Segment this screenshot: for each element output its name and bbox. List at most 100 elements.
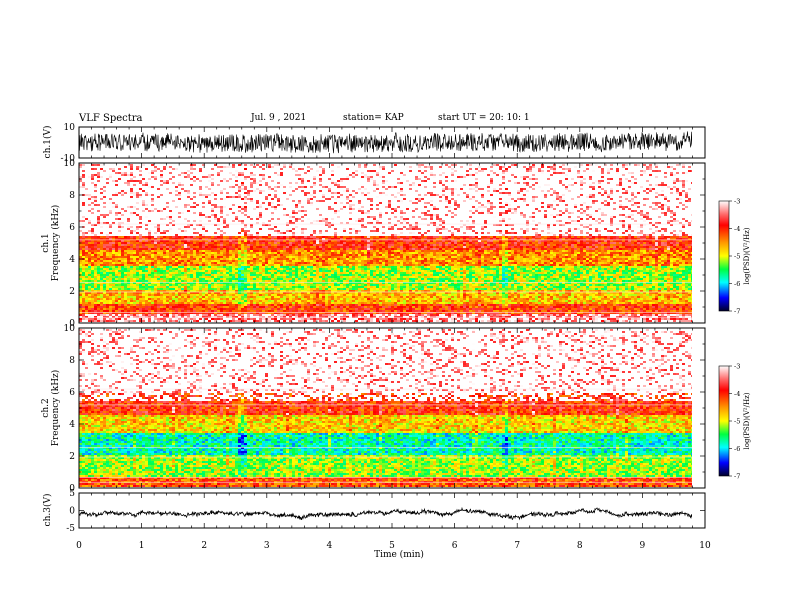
spectrogram-cell [244,258,247,260]
spectrogram-cell [232,200,235,202]
spectrogram-cell [109,200,112,202]
spectrogram-cell [202,252,205,254]
spectrogram-cell [196,242,199,244]
spectrogram-cell [151,248,154,250]
spectrogram-cell [130,298,133,300]
spectrogram-cell [133,274,136,276]
spectrogram-cell [82,182,85,184]
spectrogram-cell [181,266,184,268]
spectrogram-cell [133,168,136,170]
spectrogram-cell [238,174,241,176]
spectrogram-cell [127,282,130,284]
spectrogram-cell [220,300,223,302]
spectrogram-cell [184,186,187,188]
spectrogram-cell [190,290,193,292]
spectrogram-cell [211,288,214,290]
spectrogram-cell [184,252,187,254]
spectrogram-cell [268,184,271,186]
spectrogram-cell [124,170,127,172]
spectrogram-cell [97,226,100,228]
spectrogram-cell [250,170,253,172]
spectrogram-cell [244,174,247,176]
spectrogram-cell [154,174,157,176]
spectrogram-cell [142,288,145,290]
spectrogram-cell [223,246,226,248]
spectrogram-cell [223,224,226,226]
spectrogram-cell [166,178,169,180]
spectrogram-cell [163,298,166,300]
spectrogram-cell [223,234,226,236]
spectrogram-cell [241,312,244,314]
spectrogram-cell [259,190,262,192]
spectrogram-cell [229,224,232,226]
spectrogram-cell [142,214,145,216]
spectrogram-cell [148,212,151,214]
spectrogram-cell [256,270,259,272]
spectrogram-cell [169,214,172,216]
spectrogram-cell [193,230,196,232]
spectrogram-cell [247,198,250,200]
spectrogram-cell [139,288,142,290]
spectrogram-cell [190,190,193,192]
spectrogram-cell [124,174,127,176]
spectrogram-cell [133,238,136,240]
spectrogram-cell [256,312,259,314]
spectrogram-cell [220,184,223,186]
spectrogram-cell [256,260,259,262]
spectrogram-cell [226,166,229,168]
spectrogram-cell [118,200,121,202]
spectrogram-cell [106,200,109,202]
spectrogram-cell [259,196,262,198]
spectrogram-cell [178,312,181,314]
spectrogram-cell [121,270,124,272]
spectrogram-cell [151,244,154,246]
spectrogram-cell [145,246,148,248]
spectrogram-cell [175,208,178,210]
spectrogram-cell [241,190,244,192]
spectrogram-cell [214,170,217,172]
spectrogram-cell [88,314,91,316]
spectrogram-cell [127,174,130,176]
spectrogram-cell [244,308,247,310]
spectrogram-cell [139,314,142,316]
spectrogram-cell [208,234,211,236]
spectrogram-cell [130,206,133,208]
spectrogram-cell [148,288,151,290]
spectrogram-cell [130,294,133,296]
spectrogram-cell [154,210,157,212]
spectrogram-cell [217,256,220,258]
spectrogram-cell [187,206,190,208]
spectrogram-cell [145,294,148,296]
spectrogram-cell [196,178,199,180]
spectrogram-cell [115,170,118,172]
spectrogram-cell [181,188,184,190]
spectrogram-cell [178,310,181,312]
spectrogram-cell [223,238,226,240]
spectrogram-cell [160,190,163,192]
spectrogram-cell [238,212,241,214]
spectrogram-cell [262,228,265,230]
spectrogram-cell [169,318,172,320]
spectrogram-cell [199,248,202,250]
spectrogram-cell [247,192,250,194]
spectrogram-cell [151,206,154,208]
spectrogram-cell [79,270,82,272]
spectrogram-cell [127,190,130,192]
spectrogram-cell [262,304,265,306]
spectrogram-cell [151,232,154,234]
spectrogram-cell [169,272,172,274]
spectrogram-cell [190,252,193,254]
spectrogram-cell [109,166,112,168]
spectrogram-cell [91,198,94,200]
spectrogram-cell [205,314,208,316]
spectrogram-cell [136,246,139,248]
spectrogram-cell [211,196,214,198]
spectrogram-cell [241,300,244,302]
spectrogram-cell [85,314,88,316]
spectrogram-cell [253,268,256,270]
spectrogram-cell [235,228,238,230]
spectrogram-cell [217,262,220,264]
spectrogram-cell [136,320,139,322]
spectrogram-cell [169,226,172,228]
spectrogram-cell [256,250,259,252]
